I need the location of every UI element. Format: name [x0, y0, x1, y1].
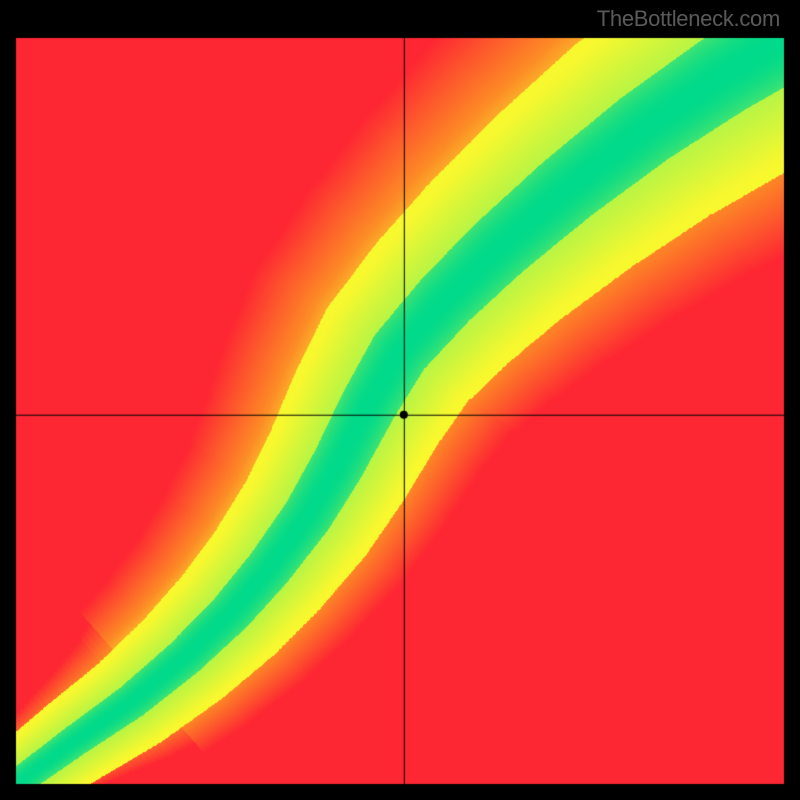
bottleneck-heatmap [0, 0, 800, 800]
watermark-label: TheBottleneck.com [597, 6, 780, 32]
chart-container: TheBottleneck.com [0, 0, 800, 800]
